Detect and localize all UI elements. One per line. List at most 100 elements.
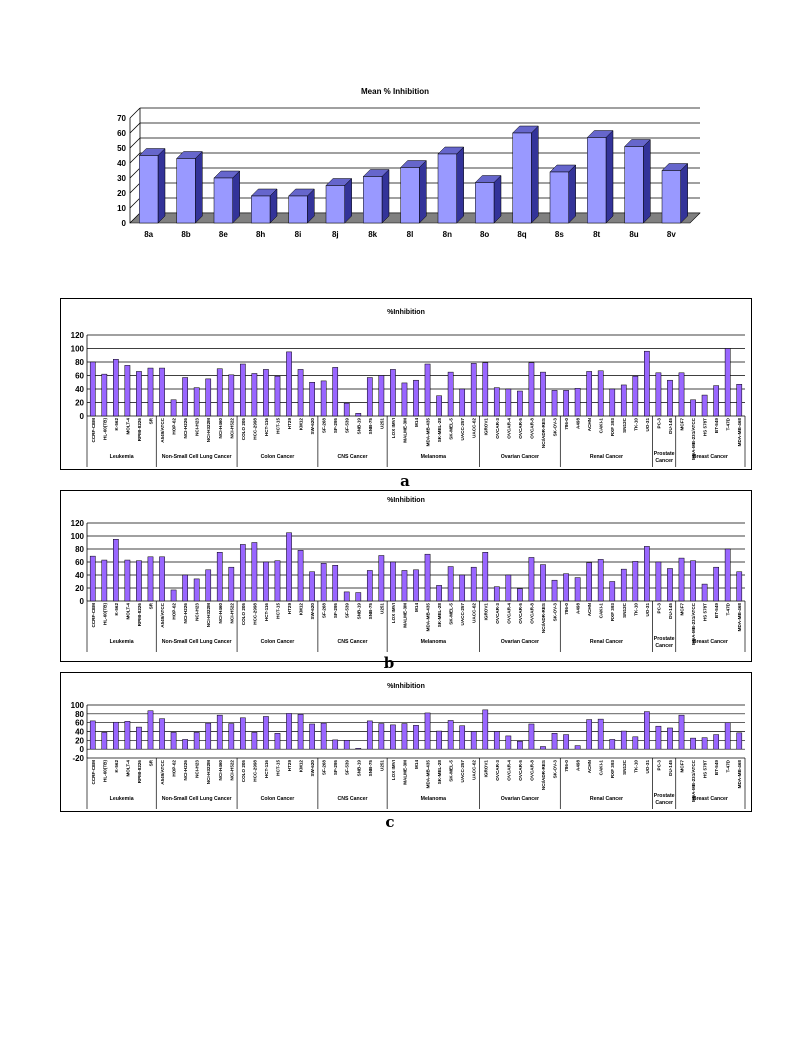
bar: [205, 722, 212, 750]
x-tick-label: 8s: [555, 230, 564, 239]
bar: [574, 745, 581, 750]
x-tick-label: BT-549: [714, 603, 719, 619]
x-tick-label: DU-145: [668, 418, 673, 434]
x-tick-label: NCI-H460: [218, 418, 223, 439]
bar: [139, 155, 159, 224]
x-tick-label: 8n: [443, 230, 452, 239]
x-tick-label: 786-0: [564, 760, 569, 772]
x-tick-label: CAKI-1: [599, 418, 604, 434]
bar: [366, 720, 373, 750]
group-label: Non-Small Cell Lung Cancer: [162, 454, 232, 460]
bar: [437, 153, 457, 224]
bar: [297, 369, 304, 417]
bar: [320, 722, 327, 750]
bar: [170, 732, 177, 750]
x-tick-label: HOP-62: [172, 760, 177, 777]
x-tick-label: MOLT-4: [125, 603, 130, 620]
x-tick-label: CAKI-1: [599, 760, 604, 776]
bar: [124, 365, 131, 417]
bar: [159, 556, 165, 602]
x-tick-label: MCF7: [680, 760, 685, 773]
y-tick-label: 0: [80, 597, 85, 606]
y-tick-label: 60: [75, 558, 84, 567]
mean-inhibition-chart: Mean % Inhibition 0 10 20 30 40 50 60 70 8a 8b 8e 8…: [60, 80, 730, 250]
x-tick-label: MOLT-4: [125, 760, 130, 777]
bar: [644, 546, 650, 602]
bar: [667, 379, 673, 417]
x-tick-label: SNB-19: [356, 603, 361, 620]
x-tick-label: MDA-MB-231/ATCC: [691, 759, 696, 802]
group-label: Ovarian Cancer: [501, 796, 539, 802]
bar: [274, 375, 281, 417]
x-tick-label: 8t: [593, 230, 600, 239]
bar: [390, 561, 396, 602]
x-tick-label: MDA-MB-468: [737, 418, 742, 447]
bar: [413, 725, 419, 750]
x-tick-label: OVCAR-5: [518, 603, 523, 624]
bar: [159, 367, 165, 417]
x-tick-label: NCI-H322M: [206, 760, 211, 784]
x-tick-label: K-562: [114, 603, 119, 616]
panel-label-c: c: [385, 813, 395, 831]
bar-side: [643, 138, 651, 224]
x-tick-label: MDA-MB-468: [737, 760, 742, 789]
bar: [136, 560, 142, 602]
bar-side: [568, 164, 576, 224]
x-tick-label: A549/ATCC: [160, 417, 165, 442]
x-tick-label: OVCAR-5: [518, 760, 523, 781]
x-tick-label: A498: [576, 760, 581, 771]
gridline-side: [129, 122, 141, 134]
bar: [205, 378, 212, 417]
group-label: Leukemia: [110, 639, 134, 645]
x-tick-label: HCT-15: [275, 418, 280, 434]
bar: [724, 548, 731, 602]
y-tick-label: 20: [117, 189, 126, 198]
bar: [343, 740, 350, 750]
bar-side: [381, 168, 390, 224]
x-tick-label: COLO 205: [241, 760, 246, 783]
y-tick-label: 120: [71, 519, 85, 528]
bar: [549, 171, 569, 224]
x-tick-label: HS 578T: [703, 603, 708, 621]
x-tick-label: DU-145: [668, 760, 673, 776]
x-tick-label: HOP-62: [172, 418, 177, 435]
group-label: Prostate: [654, 793, 675, 799]
bar: [213, 177, 233, 224]
bar: [551, 390, 558, 417]
bar: [390, 724, 396, 750]
bar: [470, 731, 477, 750]
bar-side: [419, 159, 427, 224]
y-tick-label: 80: [75, 545, 84, 554]
bar: [517, 390, 523, 417]
bar: [216, 714, 223, 750]
group-label: Non-Small Cell Lung Cancer: [162, 796, 232, 802]
x-tick-label: K-562: [114, 418, 119, 431]
x-tick-label: NCI-H460: [218, 603, 223, 624]
bar: [286, 351, 292, 417]
x-tick-label: SK-MEL-28: [437, 760, 442, 785]
bar: [563, 734, 569, 750]
bar: [470, 363, 477, 417]
x-tick-label: U251: [379, 418, 384, 429]
x-tick-label: HT29: [287, 418, 292, 430]
group-label: Ovarian Cancer: [501, 454, 539, 460]
chart-title: %Inhibition: [387, 497, 425, 504]
x-tick-label: OVCAR-3: [495, 760, 500, 781]
x-tick-label: 8q: [517, 230, 526, 239]
x-tick-label: IGROV1: [483, 603, 488, 621]
x-tick-label: 8v: [667, 230, 676, 239]
group-label: Melanoma: [421, 796, 446, 802]
x-tick-label: TK-10: [633, 418, 638, 431]
bar: [505, 574, 512, 602]
x-tick-label: RPMI-8226: [137, 418, 142, 442]
x-tick-label: TK-10: [633, 760, 638, 773]
bar: [101, 373, 108, 417]
x-tick-label: UACC-257: [460, 418, 465, 441]
bar: [724, 348, 731, 417]
bar: [401, 570, 408, 602]
x-tick-label: SN12C: [622, 417, 627, 432]
x-tick-label: SF-539: [345, 603, 350, 619]
x-tick-label: ACHN: [587, 417, 592, 431]
bar: [378, 375, 385, 417]
bar: [363, 176, 383, 224]
